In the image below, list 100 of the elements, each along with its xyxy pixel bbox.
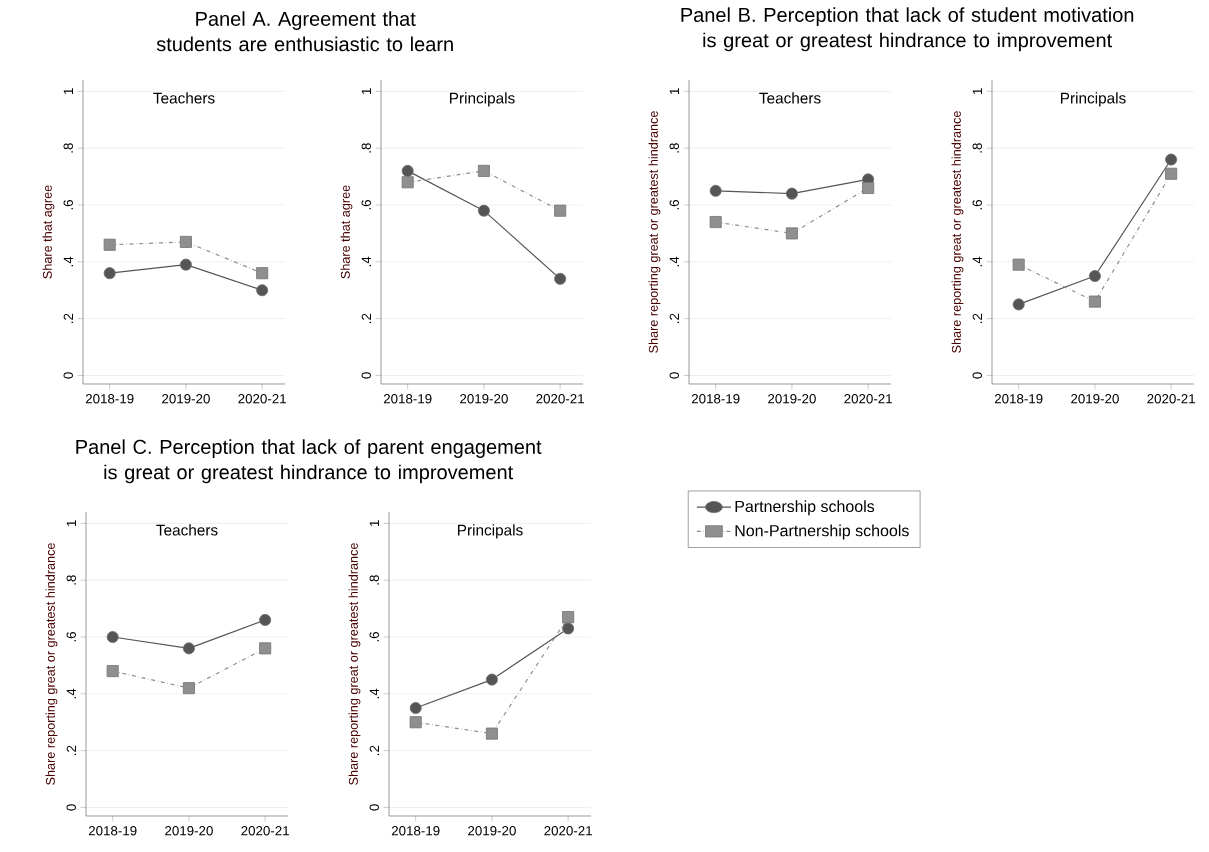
point — [477, 164, 490, 177]
x-tick-label: 2020-21 — [536, 394, 584, 404]
point — [1012, 298, 1025, 311]
point — [1088, 270, 1101, 283]
x-tick-label: 2019-20 — [162, 394, 210, 404]
y-axis-title: Share reporting great or greatest hindrance — [648, 111, 661, 353]
y-tick-label: .6 — [63, 200, 73, 210]
y-axis-title: Share reporting great or greatest hindrance — [951, 111, 964, 353]
y-tick-label: .4 — [972, 256, 982, 267]
point — [106, 665, 119, 678]
point — [1012, 258, 1025, 271]
point — [554, 272, 567, 285]
y-tick-label: 0 — [972, 372, 982, 379]
text: Principals — [1061, 92, 1126, 107]
y-tick-label: 1 — [972, 88, 982, 95]
point — [485, 727, 498, 740]
point — [182, 682, 195, 695]
x-tick-label: 2020-21 — [544, 826, 592, 836]
x-tick-label: 2019-20 — [468, 826, 516, 836]
legend-label: Non-Partnership schools — [735, 524, 909, 540]
x-tick-label: 2018-19 — [88, 826, 137, 836]
y-tick-label: .4 — [63, 256, 73, 267]
y-tick-label: .8 — [669, 143, 679, 153]
y-tick-label: .4 — [669, 256, 679, 267]
x-tick-label: 2019-20 — [165, 826, 213, 836]
x-tick-label: 2018-19 — [391, 826, 440, 836]
point — [562, 622, 575, 635]
point — [103, 267, 116, 280]
point — [401, 164, 414, 177]
y-tick-label: 0 — [369, 804, 379, 811]
y-tick-label: .8 — [361, 143, 371, 153]
point — [106, 631, 119, 643]
text: Teachers — [156, 524, 218, 536]
y-tick-label: .6 — [972, 200, 982, 210]
point — [1165, 167, 1178, 180]
point — [103, 238, 116, 251]
y-tick-label: 0 — [63, 372, 73, 379]
point — [1165, 153, 1178, 166]
x-tick-label: 2020-21 — [241, 826, 289, 836]
chart-title: Panel C. Perception that lack of parent engagement is great or greatest hindrance to improvement — [76, 439, 542, 484]
x-tick-label: 2018-19 — [994, 394, 1043, 404]
point — [477, 204, 490, 217]
point — [179, 258, 192, 271]
y-tick-label: .6 — [361, 200, 371, 210]
point — [862, 181, 875, 194]
y-tick-label: 1 — [669, 88, 679, 95]
point — [485, 673, 498, 686]
y-axis-title: Share reporting great or greatest hindrance — [45, 543, 58, 785]
point — [179, 235, 192, 248]
y-tick-label: .8 — [369, 575, 379, 585]
y-tick-label: 1 — [63, 88, 73, 95]
y-tick-label: 0 — [669, 372, 679, 379]
y-tick-label: 0 — [66, 804, 76, 811]
point — [409, 702, 422, 715]
point — [1088, 295, 1101, 308]
x-tick-label: 2018-19 — [85, 394, 134, 404]
point — [709, 184, 722, 197]
y-tick-label: 1 — [369, 520, 379, 527]
y-axis-title: Share that agree — [340, 185, 353, 279]
y-tick-label: .2 — [369, 745, 379, 755]
y-tick-label: .8 — [972, 143, 982, 153]
y-tick-label: .2 — [669, 313, 679, 323]
y-tick-label: .4 — [361, 256, 371, 267]
y-tick-label: .4 — [369, 688, 379, 699]
x-tick-label: 2020-21 — [844, 394, 892, 404]
point — [785, 227, 798, 240]
chart-title: Panel B. Perception that lack of student motivation is great or greatest hindrance to improvement — [681, 7, 1134, 52]
y-tick-label: 1 — [361, 88, 371, 95]
x-tick-label: 2020-21 — [1147, 394, 1195, 404]
point — [709, 216, 722, 229]
x-tick-label: 2020-21 — [238, 394, 286, 404]
y-tick-label: .2 — [361, 313, 371, 323]
y-tick-label: .8 — [63, 143, 73, 153]
y-tick-label: .2 — [66, 745, 76, 755]
chart-title: Panel A. Agreement that students are enthusiastic to learn — [156, 11, 453, 52]
point — [562, 611, 575, 624]
x-tick-label: 2019-20 — [1071, 394, 1119, 404]
point — [259, 642, 272, 655]
point — [182, 642, 195, 655]
text: Teachers — [153, 92, 215, 104]
y-axis-title: Share that agree — [42, 185, 55, 279]
y-tick-label: .2 — [972, 313, 982, 323]
point — [256, 267, 269, 280]
point — [401, 176, 414, 189]
y-tick-label: .2 — [63, 313, 73, 323]
legend-label: Partnership schools — [735, 500, 875, 516]
x-tick-label: 2019-20 — [768, 394, 816, 404]
y-tick-label: .6 — [669, 200, 679, 210]
point — [256, 284, 269, 297]
point — [409, 716, 422, 729]
point — [259, 613, 272, 626]
y-tick-label: .6 — [369, 632, 379, 642]
y-tick-label: .8 — [66, 575, 76, 585]
text: Principals — [458, 524, 523, 539]
x-tick-label: 2018-19 — [691, 394, 740, 404]
text: Principals — [450, 92, 515, 107]
point — [785, 187, 798, 200]
y-axis-title: Share reporting great or greatest hindrance — [348, 543, 361, 785]
point — [554, 204, 567, 217]
y-tick-label: .6 — [66, 632, 76, 642]
